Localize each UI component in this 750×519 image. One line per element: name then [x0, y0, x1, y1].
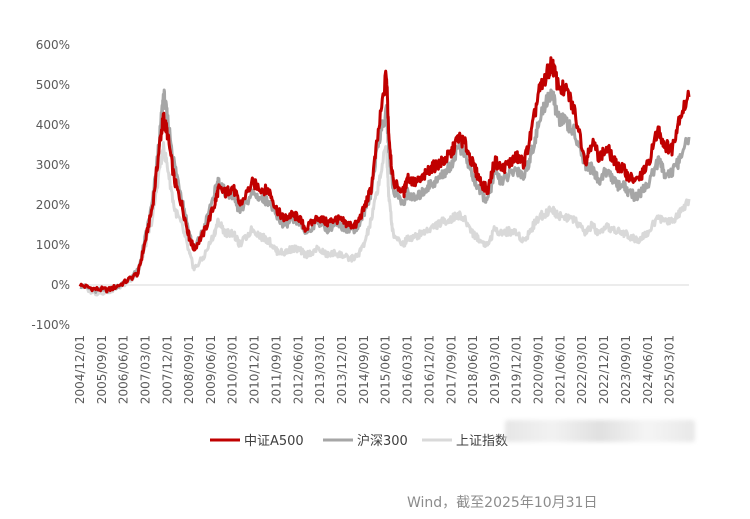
x-tick-label: 2012/06/01	[291, 335, 305, 404]
x-tick-label: 2018/06/01	[466, 335, 480, 404]
x-tick-label: 2009/06/01	[204, 335, 218, 404]
x-tick-label: 2017/09/01	[444, 335, 458, 404]
y-tick-label: 200%	[36, 198, 70, 212]
x-tick-label: 2013/03/01	[313, 335, 327, 404]
series-line	[79, 141, 691, 297]
y-tick-label: 0%	[51, 278, 70, 292]
x-tick-label: 2022/12/01	[597, 335, 611, 404]
x-tick-label: 2016/12/01	[422, 335, 436, 404]
x-tick-label: 2014/09/01	[357, 335, 371, 404]
y-tick-label: 400%	[36, 118, 70, 132]
x-tick-label: 2007/12/01	[160, 335, 174, 404]
x-tick-label: 2010/03/01	[226, 335, 240, 404]
series-line	[78, 56, 691, 294]
x-tick-label: 2024/06/01	[641, 335, 655, 404]
x-tick-label: 2021/06/01	[553, 335, 567, 404]
x-tick-label: 2011/09/01	[270, 335, 284, 404]
legend-label: 上证指数	[456, 434, 508, 449]
y-tick-label: 100%	[36, 238, 70, 252]
x-tick-label: 2019/03/01	[488, 335, 502, 404]
y-tick-label: -100%	[31, 318, 70, 332]
x-tick-label: 2010/12/01	[248, 335, 262, 404]
x-tick-label: 2006/06/01	[117, 335, 131, 404]
x-tick-label: 2016/03/01	[400, 335, 414, 404]
x-tick-label: 2005/09/01	[95, 335, 109, 404]
x-tick-label: 2022/03/01	[575, 335, 589, 404]
x-axis: 2004/12/01 2005/09/01 2006/06/01 2007/03/01…	[73, 335, 677, 404]
blurred-region	[505, 420, 695, 442]
x-tick-label: 2004/12/01	[73, 335, 87, 404]
x-tick-label: 2019/12/01	[510, 335, 524, 404]
source-note: Wind，截至2025年10月31日	[407, 495, 598, 511]
legend-label: 沪深300	[357, 433, 408, 449]
x-tick-label: 2013/12/01	[335, 335, 349, 404]
y-tick-label: 600%	[36, 38, 70, 52]
legend-label: 中证A500	[244, 434, 304, 449]
y-tick-label: 300%	[36, 158, 70, 172]
x-tick-label: 2020/09/01	[532, 335, 546, 404]
x-tick-label: 2008/09/01	[182, 335, 196, 404]
x-tick-label: 2025/03/01	[663, 335, 677, 404]
legend: 中证A500 沪深300 上证指数	[210, 433, 508, 449]
series-layer	[78, 56, 691, 297]
x-tick-label: 2007/03/01	[138, 335, 152, 404]
x-tick-label: 2015/06/01	[379, 335, 393, 404]
y-tick-label: 500%	[36, 78, 70, 92]
x-tick-label: 2023/09/01	[619, 335, 633, 404]
y-axis: 600% 500% 400% 300% 200% 100% 0% -100%	[31, 38, 689, 332]
